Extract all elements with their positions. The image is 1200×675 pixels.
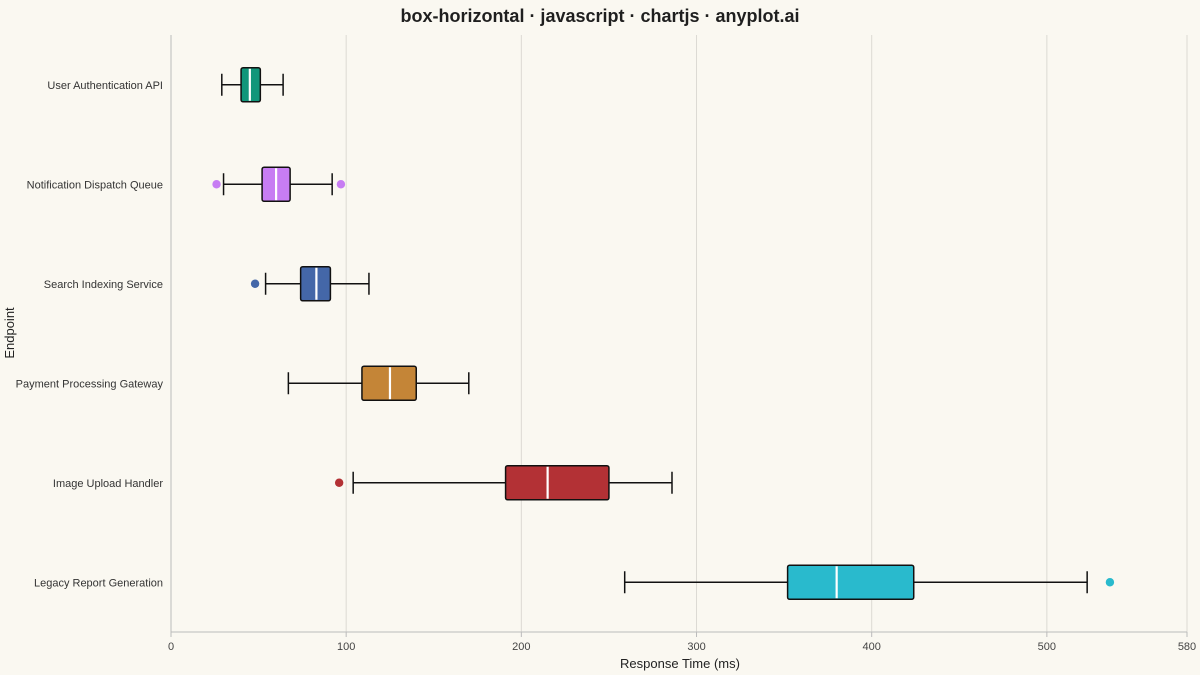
box-layer (212, 67, 1115, 600)
x-tick-label: 300 (687, 641, 705, 653)
x-tick-label: 400 (863, 641, 881, 653)
box-group (250, 266, 370, 302)
category-label: User Authentication API (47, 80, 163, 92)
category-label: Legacy Report Generation (34, 577, 163, 589)
x-axis-title: Response Time (ms) (620, 656, 740, 671)
x-tick-label: 100 (337, 641, 355, 653)
outlier-point (250, 279, 260, 288)
category-label: Search Indexing Service (44, 279, 163, 291)
outlier-point (334, 478, 344, 487)
outlier-point (212, 180, 221, 189)
category-label: Notification Dispatch Queue (27, 179, 163, 191)
box-iqr (504, 465, 610, 501)
outlier-point (1105, 578, 1115, 587)
box-group (287, 365, 470, 401)
box-group (334, 465, 673, 501)
chart-title: box-horizontal · javascript · chartjs · … (400, 6, 800, 26)
category-label: Payment Processing Gateway (16, 378, 164, 390)
x-tick-label: 200 (512, 641, 530, 653)
category-label: Image Upload Handler (53, 478, 163, 490)
box-iqr (786, 564, 915, 600)
box-group (623, 564, 1115, 600)
x-tick-label: 580 (1178, 641, 1196, 653)
grid-layer (170, 35, 1188, 632)
box-group (221, 67, 284, 103)
outlier-point (336, 180, 346, 189)
x-tick-label: 0 (168, 641, 174, 653)
label-layer: 0 100 200 300 400 500 580 User Authentication A… (16, 80, 1197, 653)
box-group (212, 166, 346, 202)
axis-layer (170, 35, 1188, 637)
y-axis-title: Endpoint (2, 307, 17, 359)
x-tick-label: 500 (1038, 641, 1056, 653)
